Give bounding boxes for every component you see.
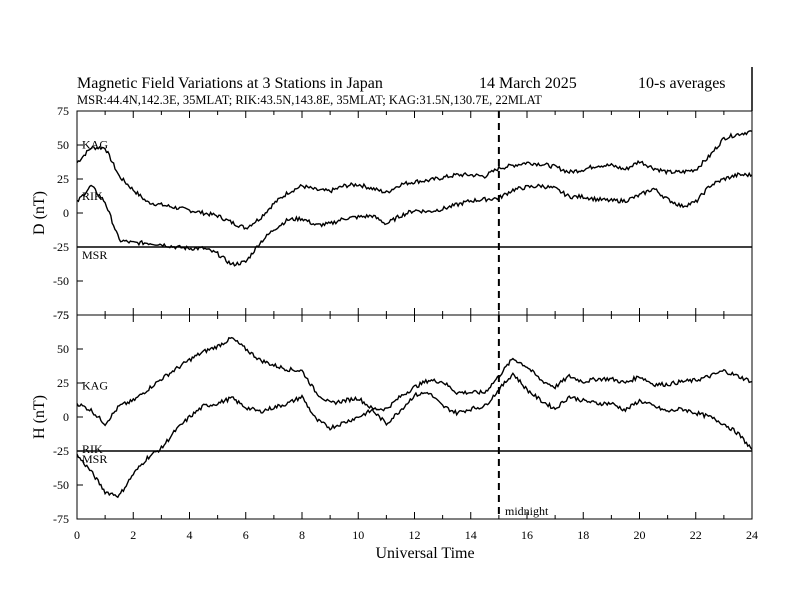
station-coordinates: MSR:44.4N,142.3E, 35MLAT; RIK:43.5N,143.… <box>77 93 542 107</box>
x-tick-label: 14 <box>465 528 477 542</box>
series-line-kag <box>76 336 753 427</box>
series-line-rik <box>76 372 753 499</box>
y-tick-label: 75 <box>57 308 69 322</box>
series-label-msr: MSR <box>82 452 107 466</box>
chart-date: 14 March 2025 <box>479 75 577 92</box>
x-tick-label: 16 <box>521 528 533 542</box>
y-tick-label: 0 <box>63 206 69 220</box>
x-axis-label: Universal Time <box>375 545 474 562</box>
y-tick-label: -50 <box>53 478 69 492</box>
x-tick-label: 20 <box>634 528 646 542</box>
x-tick-label: 12 <box>409 528 421 542</box>
y-axis-label-d: D (nT) <box>31 191 48 235</box>
series-label-kag: KAG <box>82 378 108 392</box>
x-tick-label: 0 <box>74 528 80 542</box>
y-tick-label: -25 <box>53 444 69 458</box>
y-axis-label-h: H (nT) <box>31 395 48 439</box>
panel-d-frame <box>76 110 753 316</box>
panel-h-frame <box>76 314 753 520</box>
x-tick-label: 8 <box>299 528 305 542</box>
x-tick-label: 24 <box>746 528 758 542</box>
series-label-rik: RIK <box>82 189 103 203</box>
series-label-kag: KAG <box>82 138 108 152</box>
y-tick-label: 0 <box>63 410 69 424</box>
y-tick-label: 50 <box>57 342 69 356</box>
x-tick-label: 2 <box>130 528 136 542</box>
chart-title: Magnetic Field Variations at 3 Stations … <box>77 75 383 92</box>
y-tick-label: 50 <box>57 138 69 152</box>
y-tick-label: -75 <box>53 512 69 526</box>
series-line-kag <box>76 130 753 230</box>
x-tick-label: 10 <box>352 528 364 542</box>
x-tick-label: 4 <box>187 528 193 542</box>
y-tick-label: -50 <box>53 274 69 288</box>
y-tick-label: -25 <box>53 240 69 254</box>
series-line-rik <box>76 171 753 267</box>
x-tick-label: 18 <box>577 528 589 542</box>
y-tick-label: 25 <box>57 172 69 186</box>
x-tick-label: 6 <box>243 528 249 542</box>
chart-averaging: 10-s averages <box>638 75 726 92</box>
midnight-label: midnight <box>505 504 549 518</box>
series-label-rik: RIK <box>82 442 103 456</box>
y-tick-label: 25 <box>57 376 69 390</box>
x-tick-label: 22 <box>690 528 702 542</box>
chart-layer: 7550250-25-50-75KAGRIKMSR7550250-25-50-7… <box>53 104 758 542</box>
y-tick-label: -75 <box>53 308 69 322</box>
y-tick-label: 75 <box>57 104 69 118</box>
series-label-msr: MSR <box>82 248 107 262</box>
